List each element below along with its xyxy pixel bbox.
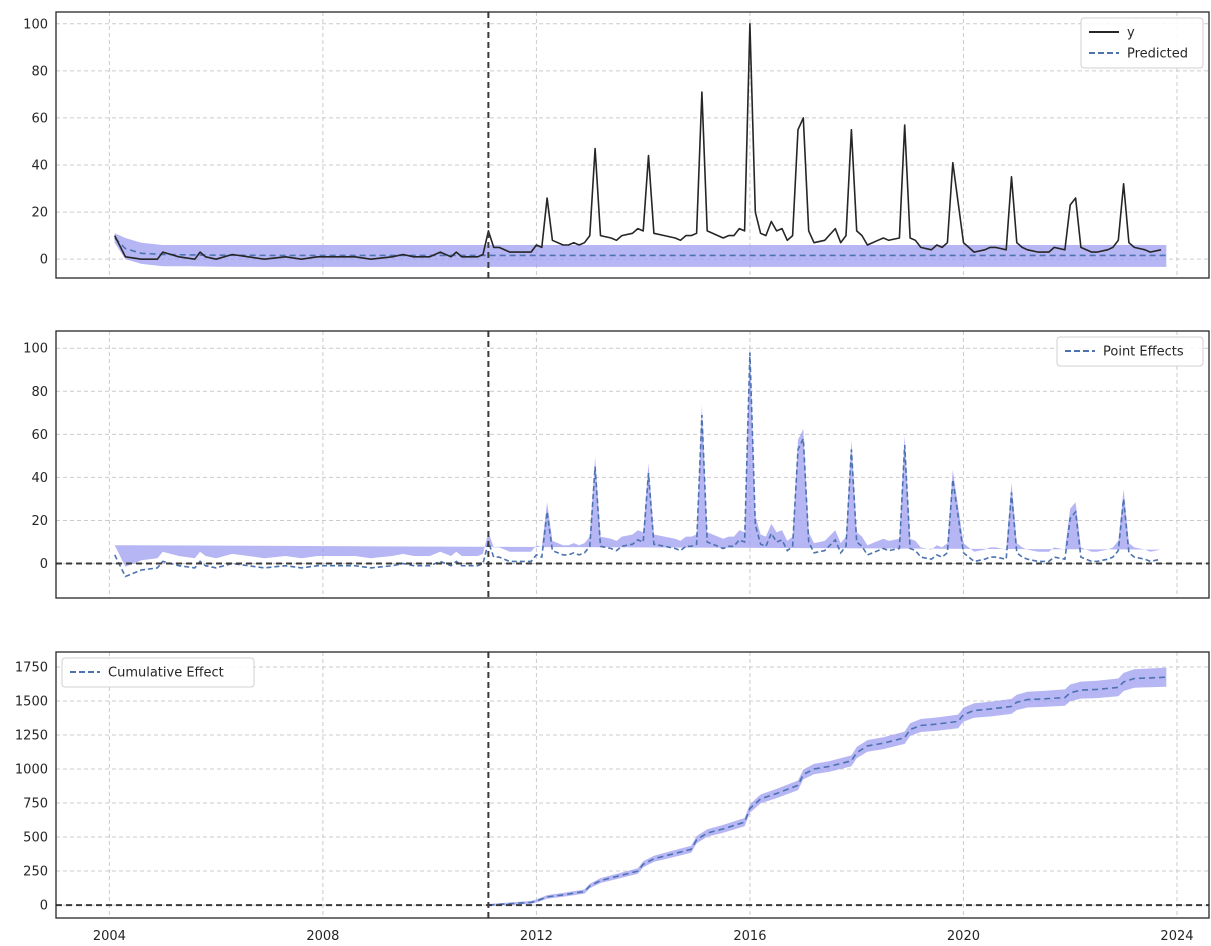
axes-frame [55, 651, 1210, 919]
predicted-band [114, 233, 1167, 267]
panel-original: 0 20 40 60 80 100 y Predicted [23, 11, 1210, 279]
y-tick-label: 20 [31, 206, 48, 221]
y-tick-label: 40 [31, 159, 48, 174]
y-tick-label: 80 [31, 64, 48, 79]
x-tick-label: 2024 [1160, 929, 1193, 944]
x-tick-label: 2008 [306, 929, 339, 944]
cumulative-band [488, 667, 1167, 907]
y-tick-label: 60 [31, 428, 48, 443]
y-tick-label: 1250 [15, 728, 48, 743]
y-tick-label: 80 [31, 385, 48, 400]
y-tick-label: 0 [40, 557, 48, 572]
y-tick-label: 1750 [15, 660, 48, 675]
x-tick-label: 2004 [93, 929, 126, 944]
y-tick-label: 100 [23, 17, 48, 32]
observed-line [113, 23, 1162, 260]
y-tick-label: 40 [31, 471, 48, 486]
legend-label: y [1127, 26, 1135, 41]
legend-label: Predicted [1127, 47, 1188, 62]
panel-pointwise: 0 20 40 60 80 100 Point Effects [23, 330, 1210, 599]
x-tick-label: 2012 [520, 929, 553, 944]
y-tick-label: 750 [23, 797, 48, 812]
legend-box [61, 657, 255, 688]
point-effects-line [113, 352, 1162, 578]
legend-label: Point Effects [1103, 345, 1184, 360]
legend-box [1080, 17, 1204, 69]
legend-box [1056, 336, 1204, 367]
axes-frame [55, 330, 1210, 599]
point-effects-band [114, 342, 1162, 567]
y-tick-label: 20 [31, 514, 48, 529]
legend-label: Cumulative Effect [108, 666, 224, 681]
panel-cumulative: 0 250 500 750 1000 1250 1500 1750 2004 2008 2012 20… [15, 651, 1210, 944]
y-tick-label: 1000 [15, 763, 48, 778]
y-tick-label: 500 [23, 831, 48, 846]
y-tick-label: 250 [23, 865, 48, 880]
x-tick-label: 2020 [947, 929, 980, 944]
y-tick-label: 60 [31, 111, 48, 126]
y-tick-label: 1500 [15, 694, 48, 709]
y-tick-label: 0 [40, 899, 48, 914]
cumulative-line [488, 676, 1167, 906]
x-tick-label: 2016 [733, 929, 766, 944]
y-tick-label: 0 [40, 253, 48, 268]
y-tick-label: 100 [23, 342, 48, 357]
axes-frame [55, 11, 1210, 279]
